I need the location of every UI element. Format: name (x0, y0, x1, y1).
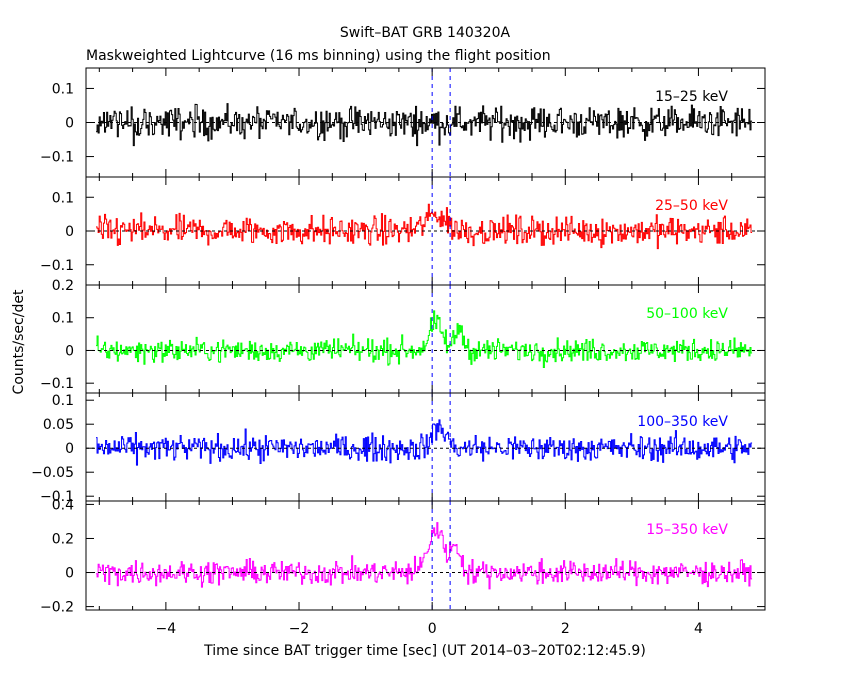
x-axis-label: Time since BAT trigger time [sec] (UT 20… (203, 643, 646, 659)
series-trace (95, 203, 753, 250)
y-tick-label: 0.4 (52, 497, 74, 513)
x-tick-label: 0 (428, 621, 437, 637)
series-trace (95, 310, 753, 369)
y-tick-label: −0.1 (40, 258, 74, 274)
y-tick-label: 0 (65, 343, 74, 359)
y-tick-label: 0 (65, 116, 74, 132)
figure-title: Swift–BAT GRB 140320A (340, 25, 511, 41)
y-tick-label: −0.1 (40, 376, 74, 392)
panel-4: −0.1 −0.05 0 0.05 0.1 100–350 keV (31, 392, 766, 505)
y-tick-label: 0.1 (52, 393, 74, 409)
energy-band-label: 50–100 keV (646, 306, 728, 322)
panel-5: −0.2 0 0.2 0.4 15–350 keV (40, 497, 766, 616)
panels-group: −0.1 0 0.1 15–25 keV −0.1 0 0.1 25–50 keV −0.1 0 0… (31, 67, 766, 637)
y-tick-label: 0.1 (52, 190, 74, 206)
panel-frame (85, 500, 766, 611)
panel-2: −0.1 0 0.1 25–50 keV (40, 176, 766, 286)
y-tick-label: −0.2 (40, 600, 74, 616)
energy-band-label: 25–50 keV (655, 198, 728, 214)
panel-3: −0.1 0 0.1 0.2 50–100 keV (40, 278, 766, 394)
y-tick-label: 0.05 (43, 417, 74, 433)
x-tick-label: −2 (289, 621, 310, 637)
y-tick-label: 0 (65, 224, 74, 240)
x-tick-label: 4 (694, 621, 703, 637)
energy-band-label: 15–25 keV (655, 89, 728, 105)
y-tick-label: −0.05 (31, 465, 74, 481)
y-tick-label: 0.2 (52, 531, 74, 547)
y-tick-label: 0.1 (52, 81, 74, 97)
y-axis-label: Counts/sec/det (11, 289, 27, 394)
series-trace (95, 522, 753, 590)
x-tick-label: 2 (561, 621, 570, 637)
panel-1: −0.1 0 0.1 15–25 keV (40, 67, 766, 178)
figure-subtitle: Maskweighted Lightcurve (16 ms binning) … (86, 48, 551, 64)
x-tick-label: −4 (156, 621, 177, 637)
energy-band-label: 100–350 keV (637, 414, 728, 430)
y-tick-label: −0.1 (40, 489, 74, 505)
y-tick-label: 0.2 (52, 278, 74, 294)
y-tick-label: −0.1 (40, 150, 74, 166)
y-tick-label: 0 (65, 566, 74, 582)
y-tick-label: 0.1 (52, 311, 74, 327)
y-tick-label: 0 (65, 441, 74, 457)
panel-frame (85, 284, 766, 394)
energy-band-label: 15–350 keV (646, 522, 728, 538)
series-trace (95, 419, 753, 466)
series-trace (95, 103, 753, 147)
